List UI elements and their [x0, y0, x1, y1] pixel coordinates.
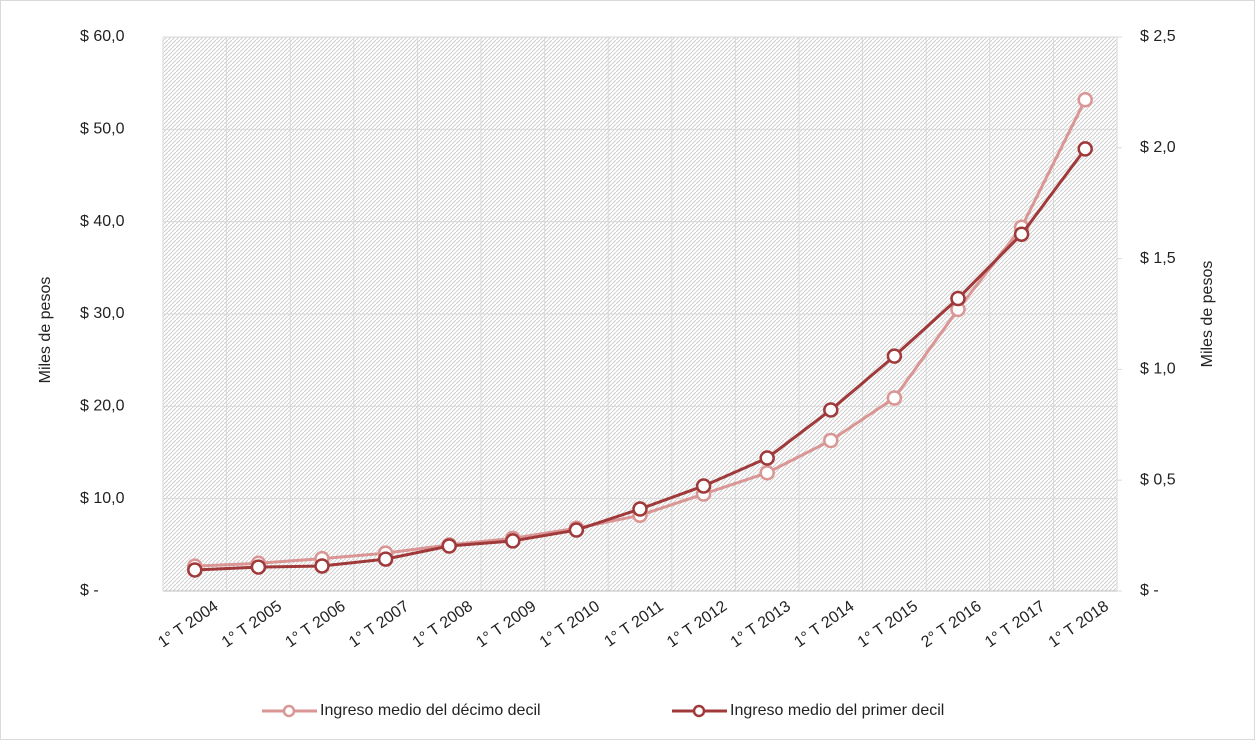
y-tick-label: $ 50,0 [80, 121, 125, 138]
point [886, 390, 903, 406]
y2-axis-label: Miles de pesos [1199, 261, 1216, 368]
point [441, 538, 457, 554]
y2-tick-label: $ 2,5 [1140, 28, 1176, 45]
point [695, 478, 712, 494]
point [950, 290, 966, 307]
point [250, 559, 267, 575]
y2-tick-label: $ - [1140, 582, 1159, 599]
point [1013, 226, 1030, 242]
point [886, 348, 903, 364]
y2-tick-label: $ 0,5 [1140, 471, 1176, 488]
y-tick-label: $ 10,0 [80, 490, 125, 507]
y-tick-label: $ 60,0 [80, 28, 125, 45]
y-tick-label: $ 20,0 [80, 398, 125, 415]
point [568, 522, 585, 538]
y2-tick-label: $ 1,5 [1140, 250, 1176, 267]
point [314, 558, 330, 574]
point [823, 402, 839, 418]
point [187, 562, 203, 578]
point [823, 432, 839, 449]
point [1077, 141, 1093, 157]
y2-tick-label: $ 2,0 [1140, 139, 1176, 156]
y2-tick-label: $ 1,0 [1140, 361, 1176, 378]
legend-marker [692, 704, 706, 718]
legend-label: Ingreso medio del décimo decil [320, 702, 541, 719]
point [759, 450, 775, 466]
y-tick-label: $ - [80, 582, 99, 599]
y-axis-label: Miles de pesos [37, 277, 54, 384]
y-tick-label: $ 40,0 [80, 213, 125, 230]
y-tick-label: $ 30,0 [80, 305, 125, 322]
point [1077, 92, 1093, 108]
legend-label: Ingreso medio del primer decil [730, 702, 944, 719]
point [759, 465, 775, 481]
legend-marker [282, 704, 296, 718]
point [505, 533, 521, 549]
point [377, 551, 394, 567]
point [632, 501, 648, 517]
